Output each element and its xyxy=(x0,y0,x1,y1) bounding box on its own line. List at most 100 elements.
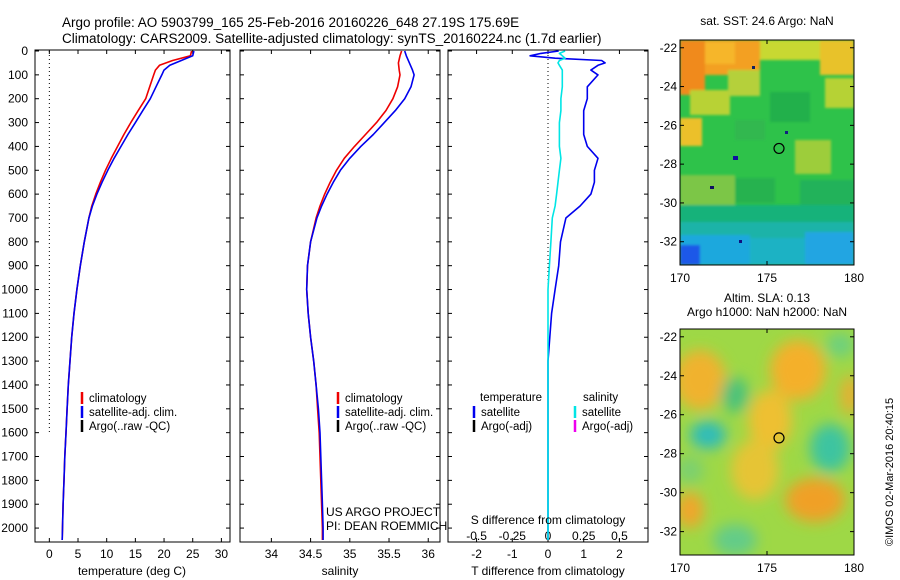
x-tick-label: 25 xyxy=(186,547,200,561)
map-y-tick-label: -22 xyxy=(660,330,678,344)
x-tick-label: 0 xyxy=(545,547,552,561)
depth-tick-label: 1500 xyxy=(1,402,28,416)
map-y-tick-label: -24 xyxy=(660,80,678,94)
s-tick-label: 0.5 xyxy=(611,529,628,543)
series-line-salinity-satellite xyxy=(547,50,566,540)
depth-tick-label: 800 xyxy=(8,235,28,249)
sla-map-axes: 170 175 180 -22 -24 -26 -28 -30 -32 xyxy=(660,329,864,575)
depth-tick-label: 1800 xyxy=(1,473,28,487)
depth-tick-label: 1700 xyxy=(1,450,28,464)
difference-legend: temperature salinity satellite Argo(-adj… xyxy=(472,392,633,433)
map-y-tick-label: -28 xyxy=(660,447,678,461)
legend-label-argo: Argo(..raw -QC) xyxy=(89,421,170,433)
x-tick-label: 15 xyxy=(129,547,143,561)
depth-tick-label: 200 xyxy=(8,92,28,106)
map-y-tick-label: -24 xyxy=(660,369,678,383)
salinity-plot: 34 34.5 35 35.5 36 xyxy=(240,50,440,561)
s-tick-label: -0.5 xyxy=(466,529,487,543)
x-tick-label: 10 xyxy=(100,547,114,561)
x-tick-label: 35 xyxy=(343,547,357,561)
map-x-tick-label: 170 xyxy=(670,271,690,285)
x-tick-label: -2 xyxy=(471,547,482,561)
series-line-temperature-satellite xyxy=(529,50,606,540)
x-tick-label: 34.5 xyxy=(299,547,323,561)
salinity-x-label: salinity xyxy=(322,564,359,578)
map-y-tick-label: -32 xyxy=(660,235,678,249)
map-y-tick-label: -26 xyxy=(660,408,678,422)
legend-label-t-argo: Argo(-adj) xyxy=(481,421,532,433)
x-tick-label: 36 xyxy=(422,547,436,561)
sst-argo-position-marker xyxy=(773,142,785,155)
sst-map-axes: 170 175 180 -22 -24 -26 -28 -30 -32 xyxy=(660,40,864,285)
x-tick-label: 5 xyxy=(75,547,82,561)
header-line-1: Argo profile: AO 5903799_165 25-Feb-2016… xyxy=(62,15,519,30)
difference-plot: -2 -1 0 1 2-0.5 -0.25 0 0.25 0.5 xyxy=(448,50,648,561)
salinity-panel-frame xyxy=(239,49,441,543)
depth-tick-label: 500 xyxy=(8,163,28,177)
map-y-tick-label: -28 xyxy=(660,157,678,171)
x-tick-label: 30 xyxy=(215,547,229,561)
series-line-climatology xyxy=(61,50,193,541)
depth-axis-ticks: 0 100 200 300 400 500 600 700 800 900 1000 1100 1200… xyxy=(1,44,28,535)
legend-title-temperature: temperature xyxy=(480,392,542,404)
map-x-tick-label: 175 xyxy=(757,271,777,285)
x-tick-label: 20 xyxy=(157,547,171,561)
map-x-tick-label: 170 xyxy=(670,561,690,575)
legend-label-s-argo: Argo(-adj) xyxy=(582,421,633,433)
depth-tick-label: 1400 xyxy=(1,378,28,392)
sla-map-subtitle: Argo h1000: NaN h2000: NaN xyxy=(687,305,847,319)
salinity-legend: climatology satellite-adj. clim. Argo(..… xyxy=(336,392,433,433)
s-tick-label: 0.25 xyxy=(572,529,596,543)
s-tick-label: -0.25 xyxy=(499,529,527,543)
temperature-x-label: temperature (deg C) xyxy=(78,564,186,578)
legend-label-climatology: climatology xyxy=(89,393,147,405)
x-tick-label: 2 xyxy=(616,547,623,561)
project-annotation: US ARGO PROJECT xyxy=(326,505,441,519)
legend-title-salinity: salinity xyxy=(583,392,618,404)
depth-tick-label: 300 xyxy=(8,116,28,130)
map-y-tick-label: -30 xyxy=(660,196,678,210)
temperature-plot: 0 5 10 15 20 25 30 xyxy=(35,50,230,561)
depth-tick-label: 600 xyxy=(8,187,28,201)
depth-tick-label: 1200 xyxy=(1,330,28,344)
x-tick-label: 34 xyxy=(265,547,279,561)
map-y-tick-label: -22 xyxy=(660,41,678,55)
depth-tick-label: 700 xyxy=(8,211,28,225)
temperature-legend: climatology satellite-adj. clim. Argo(..… xyxy=(80,392,177,433)
depth-tick-label: 1000 xyxy=(1,283,28,297)
depth-tick-label: 1900 xyxy=(1,497,28,511)
x-tick-label: 1 xyxy=(580,547,587,561)
legend-label-t-satellite: satellite xyxy=(481,407,520,419)
t-difference-x-label: T difference from climatology xyxy=(471,564,625,578)
legend-label-climatology: climatology xyxy=(345,393,403,405)
imos-timestamp: ©IMOS 02-Mar-2016 20:40:15 xyxy=(884,398,896,546)
sst-map-title: sat. SST: 24.6 Argo: NaN xyxy=(700,14,833,28)
map-x-tick-label: 175 xyxy=(757,561,777,575)
map-y-tick-label: -26 xyxy=(660,118,678,132)
depth-tick-label: 1600 xyxy=(1,426,28,440)
legend-label-satellite: satellite-adj. clim. xyxy=(345,407,433,419)
depth-tick-label: 2000 xyxy=(1,521,28,535)
x-tick-label: 35.5 xyxy=(377,547,401,561)
series-line-satellite-adj-clim- xyxy=(61,50,195,541)
sst-map-image xyxy=(680,40,854,265)
sla-map-title: Altim. SLA: 0.13 xyxy=(724,291,810,305)
x-tick-label: 0 xyxy=(46,547,53,561)
map-x-tick-label: 180 xyxy=(844,561,864,575)
sla-argo-position-marker xyxy=(773,432,785,444)
depth-tick-label: 900 xyxy=(8,259,28,273)
depth-tick-label: 1100 xyxy=(2,306,28,320)
map-y-tick-label: -32 xyxy=(660,525,678,539)
legend-label-satellite: satellite-adj. clim. xyxy=(89,407,177,419)
legend-label-s-satellite: satellite xyxy=(582,407,621,419)
temperature-panel-frame xyxy=(34,49,231,543)
depth-tick-label: 400 xyxy=(8,139,28,153)
depth-tick-label: 0 xyxy=(21,44,28,58)
sla-map-image xyxy=(680,329,854,555)
map-y-tick-label: -30 xyxy=(660,486,678,500)
depth-tick-label: 100 xyxy=(8,68,28,82)
pi-annotation: PI: DEAN ROEMMICH xyxy=(326,519,447,533)
s-difference-x-label: S difference from climatology xyxy=(471,513,626,527)
legend-label-argo: Argo(..raw -QC) xyxy=(345,421,426,433)
